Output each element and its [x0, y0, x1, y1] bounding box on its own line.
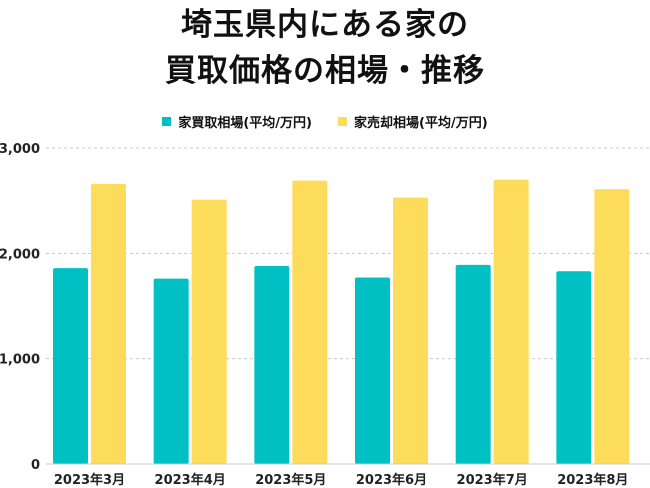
y-tick-label: 1,000 — [0, 353, 40, 368]
x-tick-label: 2023年7月 — [457, 472, 528, 488]
bar-buy — [455, 264, 491, 464]
bar-buy — [153, 278, 189, 464]
bar-sell — [594, 189, 630, 464]
x-tick-label: 2023年5月 — [255, 472, 326, 488]
bar-sell — [292, 180, 328, 465]
legend-swatch-sell — [338, 117, 347, 126]
legend-item-buy: 家買取相場(平均/万円) — [162, 112, 312, 131]
bar-buy — [254, 265, 290, 464]
bar-sell — [393, 197, 428, 465]
chart-title-line-1: 埼玉県内にある家の — [181, 7, 469, 43]
y-tick-label: 3,000 — [0, 142, 40, 157]
chart-title: 埼玉県内にある家の 買取価格の相場・推移 — [0, 2, 650, 94]
bar-buy — [53, 268, 88, 464]
chart-title-line-2: 買取価格の相場・推移 — [165, 53, 485, 89]
legend-swatch-buy — [162, 117, 172, 126]
bar-buy — [556, 271, 592, 464]
legend-label-buy: 家買取相場(平均/万円) — [178, 116, 312, 131]
bar-buy — [355, 277, 390, 464]
x-tick-label: 2023年6月 — [356, 472, 427, 488]
bar-sell — [191, 199, 227, 464]
bar-sell — [493, 179, 529, 464]
legend-label-sell: 家売却相場(平均/万円) — [354, 116, 488, 131]
chart-legend: 家買取相場(平均/万円) 家売却相場(平均/万円) — [0, 112, 650, 131]
y-tick-label: 2,000 — [0, 247, 40, 262]
bar-sell — [91, 183, 126, 464]
legend-item-sell: 家売却相場(平均/万円) — [338, 112, 488, 131]
y-tick-label: 0 — [31, 458, 40, 473]
x-tick-label: 2023年3月 — [54, 472, 125, 488]
x-tick-label: 2023年4月 — [155, 472, 226, 488]
x-tick-label: 2023年8月 — [557, 472, 628, 488]
